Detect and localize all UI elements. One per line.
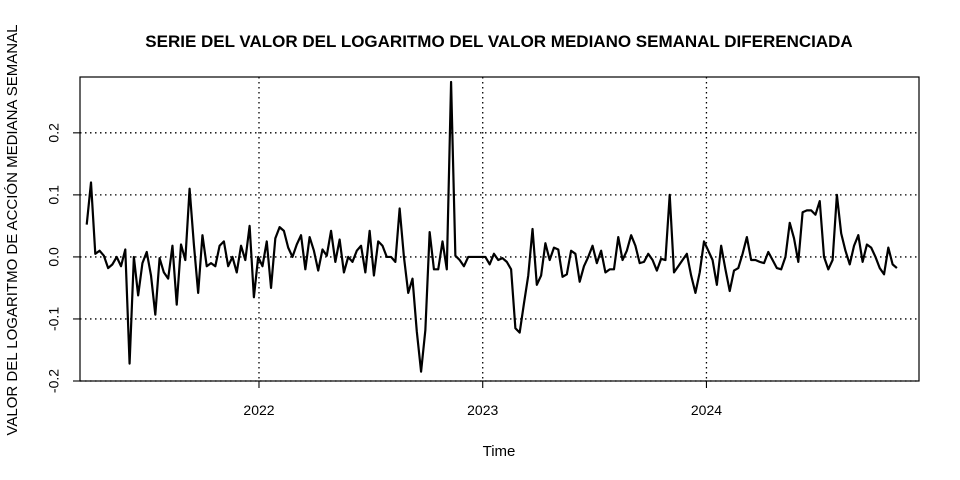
y-tick-label: -0.1 xyxy=(46,307,62,331)
x-tick-label: 2023 xyxy=(467,402,498,418)
grid-lines xyxy=(80,77,919,382)
y-tick-label: 0.1 xyxy=(46,185,62,205)
x-axis: 2022 2023 2024 xyxy=(243,381,722,418)
x-tick-label: 2022 xyxy=(243,402,274,418)
y-axis: -0.2 -0.1 0.0 0.1 0.2 xyxy=(46,123,80,393)
y-tick-label: -0.2 xyxy=(46,369,62,393)
y-tick-label: 0.0 xyxy=(46,247,62,267)
y-axis-label: VALOR DEL LOGARITMO DE ACCIÓN MEDIANA SE… xyxy=(4,25,21,436)
plot-border xyxy=(79,76,920,382)
x-axis-label: Time xyxy=(483,443,516,460)
y-tick-label: 0.2 xyxy=(46,123,62,143)
series-line xyxy=(85,80,898,373)
x-tick-label: 2024 xyxy=(691,402,722,418)
chart-title: SERIE DEL VALOR DEL LOGARITMO DEL VALOR … xyxy=(145,32,852,51)
